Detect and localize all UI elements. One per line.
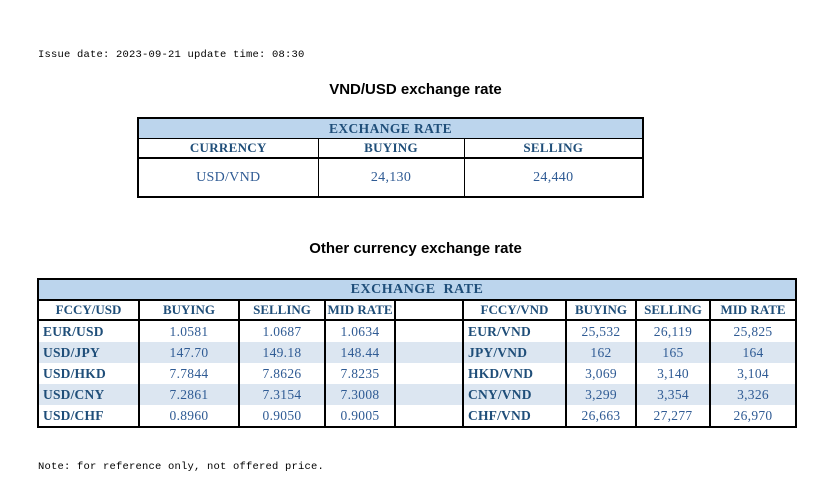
reference-note: Note: for reference only, not offered pr… <box>38 461 325 473</box>
selling-rate-cell: 26,119 <box>635 320 711 342</box>
buying-rate-cell: 24,130 <box>317 158 465 197</box>
buying-rate-cell: 7.7844 <box>138 363 240 384</box>
selling-rate-cell: 24,440 <box>463 158 644 197</box>
column-header-buying: BUYING <box>317 138 465 159</box>
buying-rate-cell: 25,532 <box>565 320 637 342</box>
table-row: EUR/USD 1.0581 1.0687 1.0634 EUR/VND 25,… <box>37 320 798 342</box>
table-banner: EXCHANGE RATE <box>36 279 798 301</box>
spacer-cell <box>394 342 464 363</box>
selling-rate-cell: 3,354 <box>635 384 711 405</box>
currency-pair-cell: USD/CNY <box>37 384 140 405</box>
selling-rate-cell: 27,277 <box>635 405 711 427</box>
buying-rate-cell: 1.0581 <box>138 320 240 342</box>
currency-pair-cell: CNY/VND <box>462 384 567 405</box>
table-row: USD/VND 24,130 24,440 <box>137 158 644 197</box>
selling-rate-cell: 165 <box>635 342 711 363</box>
selling-rate-cell: 149.18 <box>238 342 326 363</box>
column-header-buying: BUYING <box>138 300 240 321</box>
mid-rate-cell: 7.3008 <box>324 384 396 405</box>
column-header-selling: SELLING <box>635 300 711 321</box>
mid-rate-cell: 1.0634 <box>324 320 396 342</box>
buying-rate-cell: 147.70 <box>138 342 240 363</box>
spacer-cell <box>394 320 464 342</box>
currency-pair-cell: JPY/VND <box>462 342 567 363</box>
table-header-row: FCCY/USD BUYING SELLING MID RATE FCCY/VN… <box>37 300 798 321</box>
mid-rate-cell: 25,825 <box>708 320 798 342</box>
currency-pair-cell: EUR/USD <box>37 320 140 342</box>
currency-pair-cell: USD/JPY <box>37 342 140 363</box>
table-banner-row: EXCHANGE RATE <box>137 118 644 139</box>
selling-rate-cell: 3,140 <box>635 363 711 384</box>
mid-rate-cell: 3,104 <box>708 363 798 384</box>
table-header-row: CURRENCY BUYING SELLING <box>137 138 644 159</box>
currency-pair-cell: HKD/VND <box>462 363 567 384</box>
spacer-cell <box>394 363 464 384</box>
spacer-column-header <box>394 300 464 321</box>
buying-rate-cell: 7.2861 <box>138 384 240 405</box>
column-header-fccy-vnd: FCCY/VND <box>462 300 567 321</box>
column-header-buying: BUYING <box>565 300 637 321</box>
mid-rate-cell: 7.8235 <box>324 363 396 384</box>
column-header-selling: SELLING <box>463 138 644 159</box>
table-row: USD/CNY 7.2861 7.3154 7.3008 CNY/VND 3,2… <box>37 384 798 405</box>
table-banner: EXCHANGE RATE <box>137 118 644 139</box>
spacer-cell <box>394 405 464 427</box>
mid-rate-cell: 3,326 <box>708 384 798 405</box>
buying-rate-cell: 3,069 <box>565 363 637 384</box>
currency-pair-cell: USD/HKD <box>37 363 140 384</box>
selling-rate-cell: 1.0687 <box>238 320 326 342</box>
column-header-mid-rate: MID RATE <box>708 300 798 321</box>
column-header-mid-rate: MID RATE <box>324 300 396 321</box>
usd-vnd-section-title: VND/USD exchange rate <box>329 81 502 98</box>
selling-rate-cell: 7.8626 <box>238 363 326 384</box>
table-row: USD/CHF 0.8960 0.9050 0.9005 CHF/VND 26,… <box>37 405 798 427</box>
table-row: USD/JPY 147.70 149.18 148.44 JPY/VND 162… <box>37 342 798 363</box>
currency-pair-cell: USD/CHF <box>37 405 140 427</box>
selling-rate-cell: 0.9050 <box>238 405 326 427</box>
selling-rate-cell: 7.3154 <box>238 384 326 405</box>
other-currency-rate-table: EXCHANGE RATE FCCY/USD BUYING SELLING MI… <box>36 278 798 428</box>
currency-pair-cell: CHF/VND <box>462 405 567 427</box>
buying-rate-cell: 162 <box>565 342 637 363</box>
mid-rate-cell: 148.44 <box>324 342 396 363</box>
column-header-fccy-usd: FCCY/USD <box>37 300 140 321</box>
mid-rate-cell: 0.9005 <box>324 405 396 427</box>
column-header-currency: CURRENCY <box>137 138 319 159</box>
other-currency-section-title: Other currency exchange rate <box>309 240 522 257</box>
buying-rate-cell: 3,299 <box>565 384 637 405</box>
currency-pair-cell: EUR/VND <box>462 320 567 342</box>
usd-vnd-rate-table: EXCHANGE RATE CURRENCY BUYING SELLING US… <box>137 117 645 198</box>
buying-rate-cell: 0.8960 <box>138 405 240 427</box>
buying-rate-cell: 26,663 <box>565 405 637 427</box>
issue-date-line: Issue date: 2023-09-21 update time: 08:3… <box>38 49 305 61</box>
column-header-selling: SELLING <box>238 300 326 321</box>
currency-pair-cell: USD/VND <box>137 158 319 197</box>
mid-rate-cell: 26,970 <box>708 405 798 427</box>
mid-rate-cell: 164 <box>708 342 798 363</box>
spacer-cell <box>394 384 464 405</box>
table-row: USD/HKD 7.7844 7.8626 7.8235 HKD/VND 3,0… <box>37 363 798 384</box>
table-banner-row: EXCHANGE RATE <box>36 279 798 301</box>
